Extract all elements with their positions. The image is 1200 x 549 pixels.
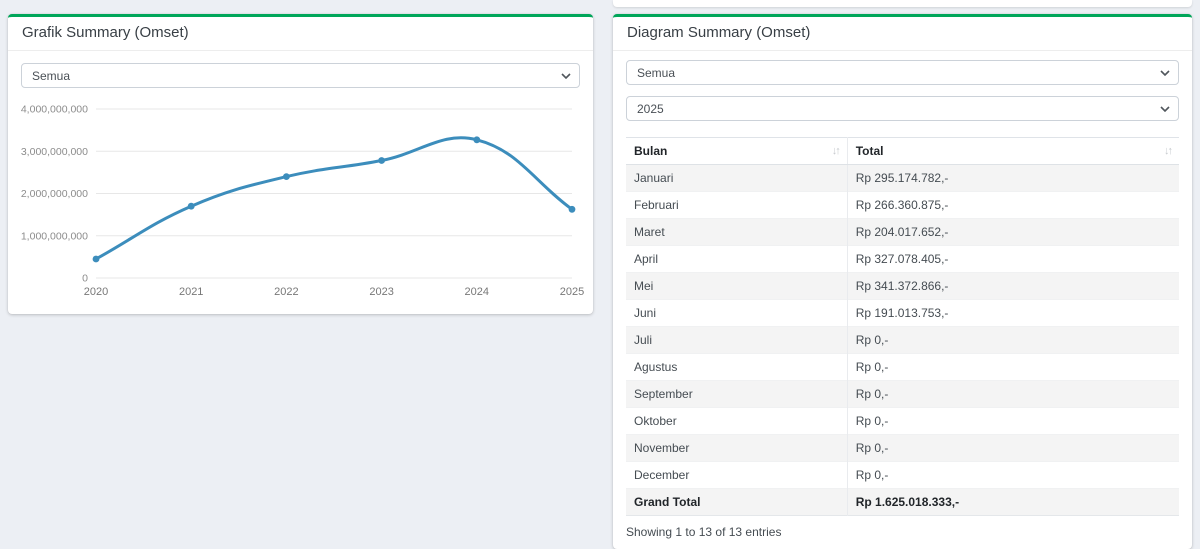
cell-total: Rp 0,- [846, 353, 1179, 381]
cell-bulan: Mei [626, 272, 848, 300]
cell-total: Rp 341.372.866,- [846, 272, 1179, 300]
diagram-summary-card: Diagram Summary (Omset) Semua 2025 [613, 14, 1192, 549]
cell-bulan: Agustus [626, 353, 848, 381]
grafik-card-title: Grafik Summary (Omset) [8, 17, 593, 51]
table-info: Showing 1 to 13 of 13 entries [626, 525, 782, 539]
cell-total: Rp 266.360.875,- [846, 191, 1179, 219]
grand-total-row: Grand Total Rp 1.625.018.333,- [626, 488, 1179, 516]
cell-bulan: Maret [626, 218, 848, 246]
svg-text:2023: 2023 [369, 286, 393, 298]
column-header-bulan[interactable]: Bulan ↓↑ [626, 137, 848, 165]
summary-table: Bulan ↓↑ Total ↓↑ [626, 137, 1179, 516]
svg-text:2024: 2024 [465, 286, 489, 298]
column-label-bulan: Bulan [634, 144, 668, 158]
column-label-total: Total [855, 144, 884, 158]
cell-total: Rp 0,- [846, 380, 1179, 408]
cell-total: Rp 191.013.753,- [846, 299, 1179, 327]
sort-icon: ↓↑ [1164, 145, 1173, 157]
table-row: Juli Rp 0,- [626, 326, 1179, 354]
svg-text:2025: 2025 [560, 286, 584, 298]
omset-line-chart: 0 1,000,000,000 2,000,000,000 3,000,000,000… [21, 104, 584, 299]
table-filter1-wrap: Semua [626, 60, 1179, 85]
cell-bulan: September [626, 380, 848, 408]
svg-text:2,000,000,000: 2,000,000,000 [21, 188, 88, 200]
svg-text:0: 0 [82, 273, 88, 285]
diagram-card-body: Semua 2025 [613, 51, 1192, 549]
cell-total: Rp 1.625.018.333,- [846, 488, 1179, 516]
svg-text:2021: 2021 [179, 286, 203, 298]
partial-card-above [613, 0, 1192, 7]
table-row: November Rp 0,- [626, 434, 1179, 462]
svg-text:4,000,000,000: 4,000,000,000 [21, 104, 88, 116]
cell-bulan: November [626, 434, 848, 462]
table-row: September Rp 0,- [626, 380, 1179, 408]
table-body: Januari Rp 295.174.782,- Februari Rp 266.36… [626, 164, 1179, 516]
table-filter2-wrap: 2025 [626, 96, 1179, 121]
chart-filter-select[interactable]: Semua [21, 63, 580, 88]
cell-total: Rp 0,- [846, 434, 1179, 462]
svg-text:2022: 2022 [274, 286, 298, 298]
cell-total: Rp 0,- [846, 461, 1179, 489]
table-row: December Rp 0,- [626, 461, 1179, 489]
sort-icon: ↓↑ [831, 145, 841, 157]
cell-total: Rp 204.017.652,- [846, 218, 1179, 246]
cell-bulan: Januari [626, 164, 848, 192]
cell-bulan: December [626, 461, 848, 489]
grafik-card-body: Semua 0 1,000,000,000 2,000,000,000 3,000,0… [8, 51, 593, 314]
svg-text:3,000,000,000: 3,000,000,000 [21, 146, 88, 158]
table-row: Februari Rp 266.360.875,- [626, 191, 1179, 219]
table-row: Maret Rp 204.017.652,- [626, 218, 1179, 246]
cell-bulan: Juli [626, 326, 848, 354]
diagram-card-title: Diagram Summary (Omset) [613, 17, 1192, 51]
cell-total: Rp 295.174.782,- [846, 164, 1179, 192]
svg-text:1,000,000,000: 1,000,000,000 [21, 230, 88, 242]
table-row: Oktober Rp 0,- [626, 407, 1179, 435]
svg-text:2020: 2020 [84, 286, 108, 298]
table-filter-category-select[interactable]: Semua [626, 60, 1179, 85]
cell-total: Rp 0,- [846, 326, 1179, 354]
chart-filter-wrap: Semua [21, 63, 580, 88]
left-column: Grafik Summary (Omset) Semua 0 1,000,000,… [8, 0, 593, 314]
table-row: April Rp 327.078.405,- [626, 245, 1179, 273]
cell-total: Rp 0,- [846, 407, 1179, 435]
cell-bulan: Juni [626, 299, 848, 327]
cell-bulan: Februari [626, 191, 848, 219]
table-row: Januari Rp 295.174.782,- [626, 164, 1179, 192]
right-column: Diagram Summary (Omset) Semua 2025 [613, 0, 1192, 549]
table-row: Juni Rp 191.013.753,- [626, 299, 1179, 327]
cell-total: Rp 327.078.405,- [846, 245, 1179, 273]
column-header-total[interactable]: Total ↓↑ [846, 137, 1179, 165]
table-row: Agustus Rp 0,- [626, 353, 1179, 381]
table-row: Mei Rp 341.372.866,- [626, 272, 1179, 300]
cell-bulan: Oktober [626, 407, 848, 435]
cell-bulan: Grand Total [626, 488, 848, 516]
table-header-row: Bulan ↓↑ Total ↓↑ [626, 137, 1179, 165]
cell-bulan: April [626, 245, 848, 273]
table-filter-year-select[interactable]: 2025 [626, 96, 1179, 121]
grafik-summary-card: Grafik Summary (Omset) Semua 0 1,000,000,… [8, 14, 593, 314]
